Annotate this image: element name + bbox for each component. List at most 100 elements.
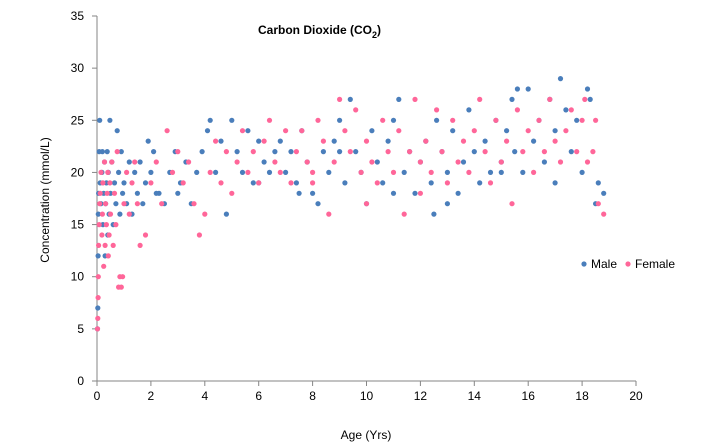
female-data-point [196, 232, 202, 238]
female-data-point [390, 169, 397, 175]
male-data-point [250, 180, 256, 186]
female-data-point [396, 128, 402, 134]
chart-title-main: Carbon Dioxide (CO [258, 23, 372, 37]
female-data-point [266, 117, 273, 123]
female-data-point [103, 222, 109, 228]
female-data-point [261, 138, 267, 144]
female-data-point [121, 201, 127, 207]
male-data-point [512, 149, 518, 155]
y-tick-label: 30 [71, 61, 85, 75]
legend-marker-male [581, 261, 587, 267]
female-data-point [137, 242, 143, 248]
x-tick-label: 18 [575, 389, 589, 403]
female-data-point [120, 274, 126, 280]
female-data-point [126, 211, 132, 217]
female-data-point [310, 169, 316, 175]
female-data-point [417, 159, 423, 165]
female-data-point [105, 169, 111, 175]
male-data-point [218, 138, 224, 144]
y-tick-label: 35 [71, 9, 85, 23]
female-data-point [164, 128, 170, 134]
male-data-point [337, 149, 343, 155]
male-data-point [296, 190, 302, 196]
male-data-point [434, 117, 440, 123]
female-data-point [342, 128, 348, 134]
female-data-point [134, 201, 140, 207]
female-data-point [153, 159, 159, 165]
male-data-point [113, 201, 119, 207]
male-data-point [126, 159, 132, 165]
male-data-point [234, 149, 240, 155]
male-data-point [175, 190, 181, 196]
male-data-point [331, 138, 337, 144]
male-data-point [390, 190, 397, 196]
female-data-point [385, 149, 391, 155]
female-data-point [353, 107, 359, 113]
female-data-point [439, 149, 445, 155]
male-data-point [541, 159, 548, 165]
female-data-point [595, 201, 601, 207]
male-data-point [229, 117, 235, 123]
x-axis-title: Age (Yrs) [341, 428, 392, 442]
male-data-point [374, 159, 380, 165]
male-data-point [574, 117, 580, 123]
female-data-point [256, 180, 262, 186]
female-data-point [504, 138, 510, 144]
legend: Male Female [581, 257, 675, 271]
female-data-point [310, 180, 316, 186]
male-data-point [107, 117, 113, 123]
female-data-point [498, 159, 504, 165]
female-data-point [103, 201, 109, 207]
data-points-group [94, 76, 607, 332]
female-data-point [124, 169, 130, 175]
male-data-point [552, 180, 558, 186]
female-data-point [563, 128, 569, 134]
female-data-point [584, 159, 591, 165]
female-data-point [374, 180, 380, 186]
female-data-point [95, 295, 101, 301]
female-data-point [477, 96, 483, 102]
female-data-point [95, 274, 101, 280]
male-data-point [498, 169, 504, 175]
chart-title: Carbon Dioxide (CO2) [258, 23, 381, 40]
male-data-point [444, 169, 450, 175]
male-data-point [213, 169, 219, 175]
female-data-point [525, 128, 531, 134]
male-data-point [601, 190, 607, 196]
female-data-point [450, 117, 456, 123]
male-data-point [114, 128, 120, 134]
male-data-point [353, 149, 359, 155]
female-data-point [288, 180, 294, 186]
female-data-point [514, 107, 521, 113]
female-data-point [412, 96, 418, 102]
male-data-point [283, 169, 289, 175]
female-data-point [94, 326, 101, 332]
female-data-point [547, 96, 553, 102]
female-data-point [98, 169, 104, 175]
female-data-point [110, 242, 116, 248]
female-data-point [531, 169, 537, 175]
x-tick-label: 20 [629, 389, 643, 403]
female-data-point [180, 180, 186, 186]
female-data-point [331, 159, 337, 165]
male-data-point [369, 128, 375, 134]
male-data-point [245, 128, 251, 134]
x-tick-label: 8 [309, 389, 316, 403]
female-data-point [601, 211, 607, 217]
female-data-point [466, 169, 472, 175]
female-data-point [509, 201, 515, 207]
male-data-point [199, 149, 205, 155]
male-data-point [120, 190, 126, 196]
female-data-point [520, 149, 526, 155]
x-tick-label: 0 [94, 389, 101, 403]
female-data-point [97, 201, 103, 207]
female-data-point [304, 159, 310, 165]
female-data-point [574, 149, 580, 155]
female-data-point [590, 149, 596, 155]
male-data-point [455, 190, 461, 196]
female-data-point [460, 138, 467, 144]
female-data-point [104, 190, 110, 196]
male-data-point [450, 128, 456, 134]
male-data-point [568, 149, 574, 155]
